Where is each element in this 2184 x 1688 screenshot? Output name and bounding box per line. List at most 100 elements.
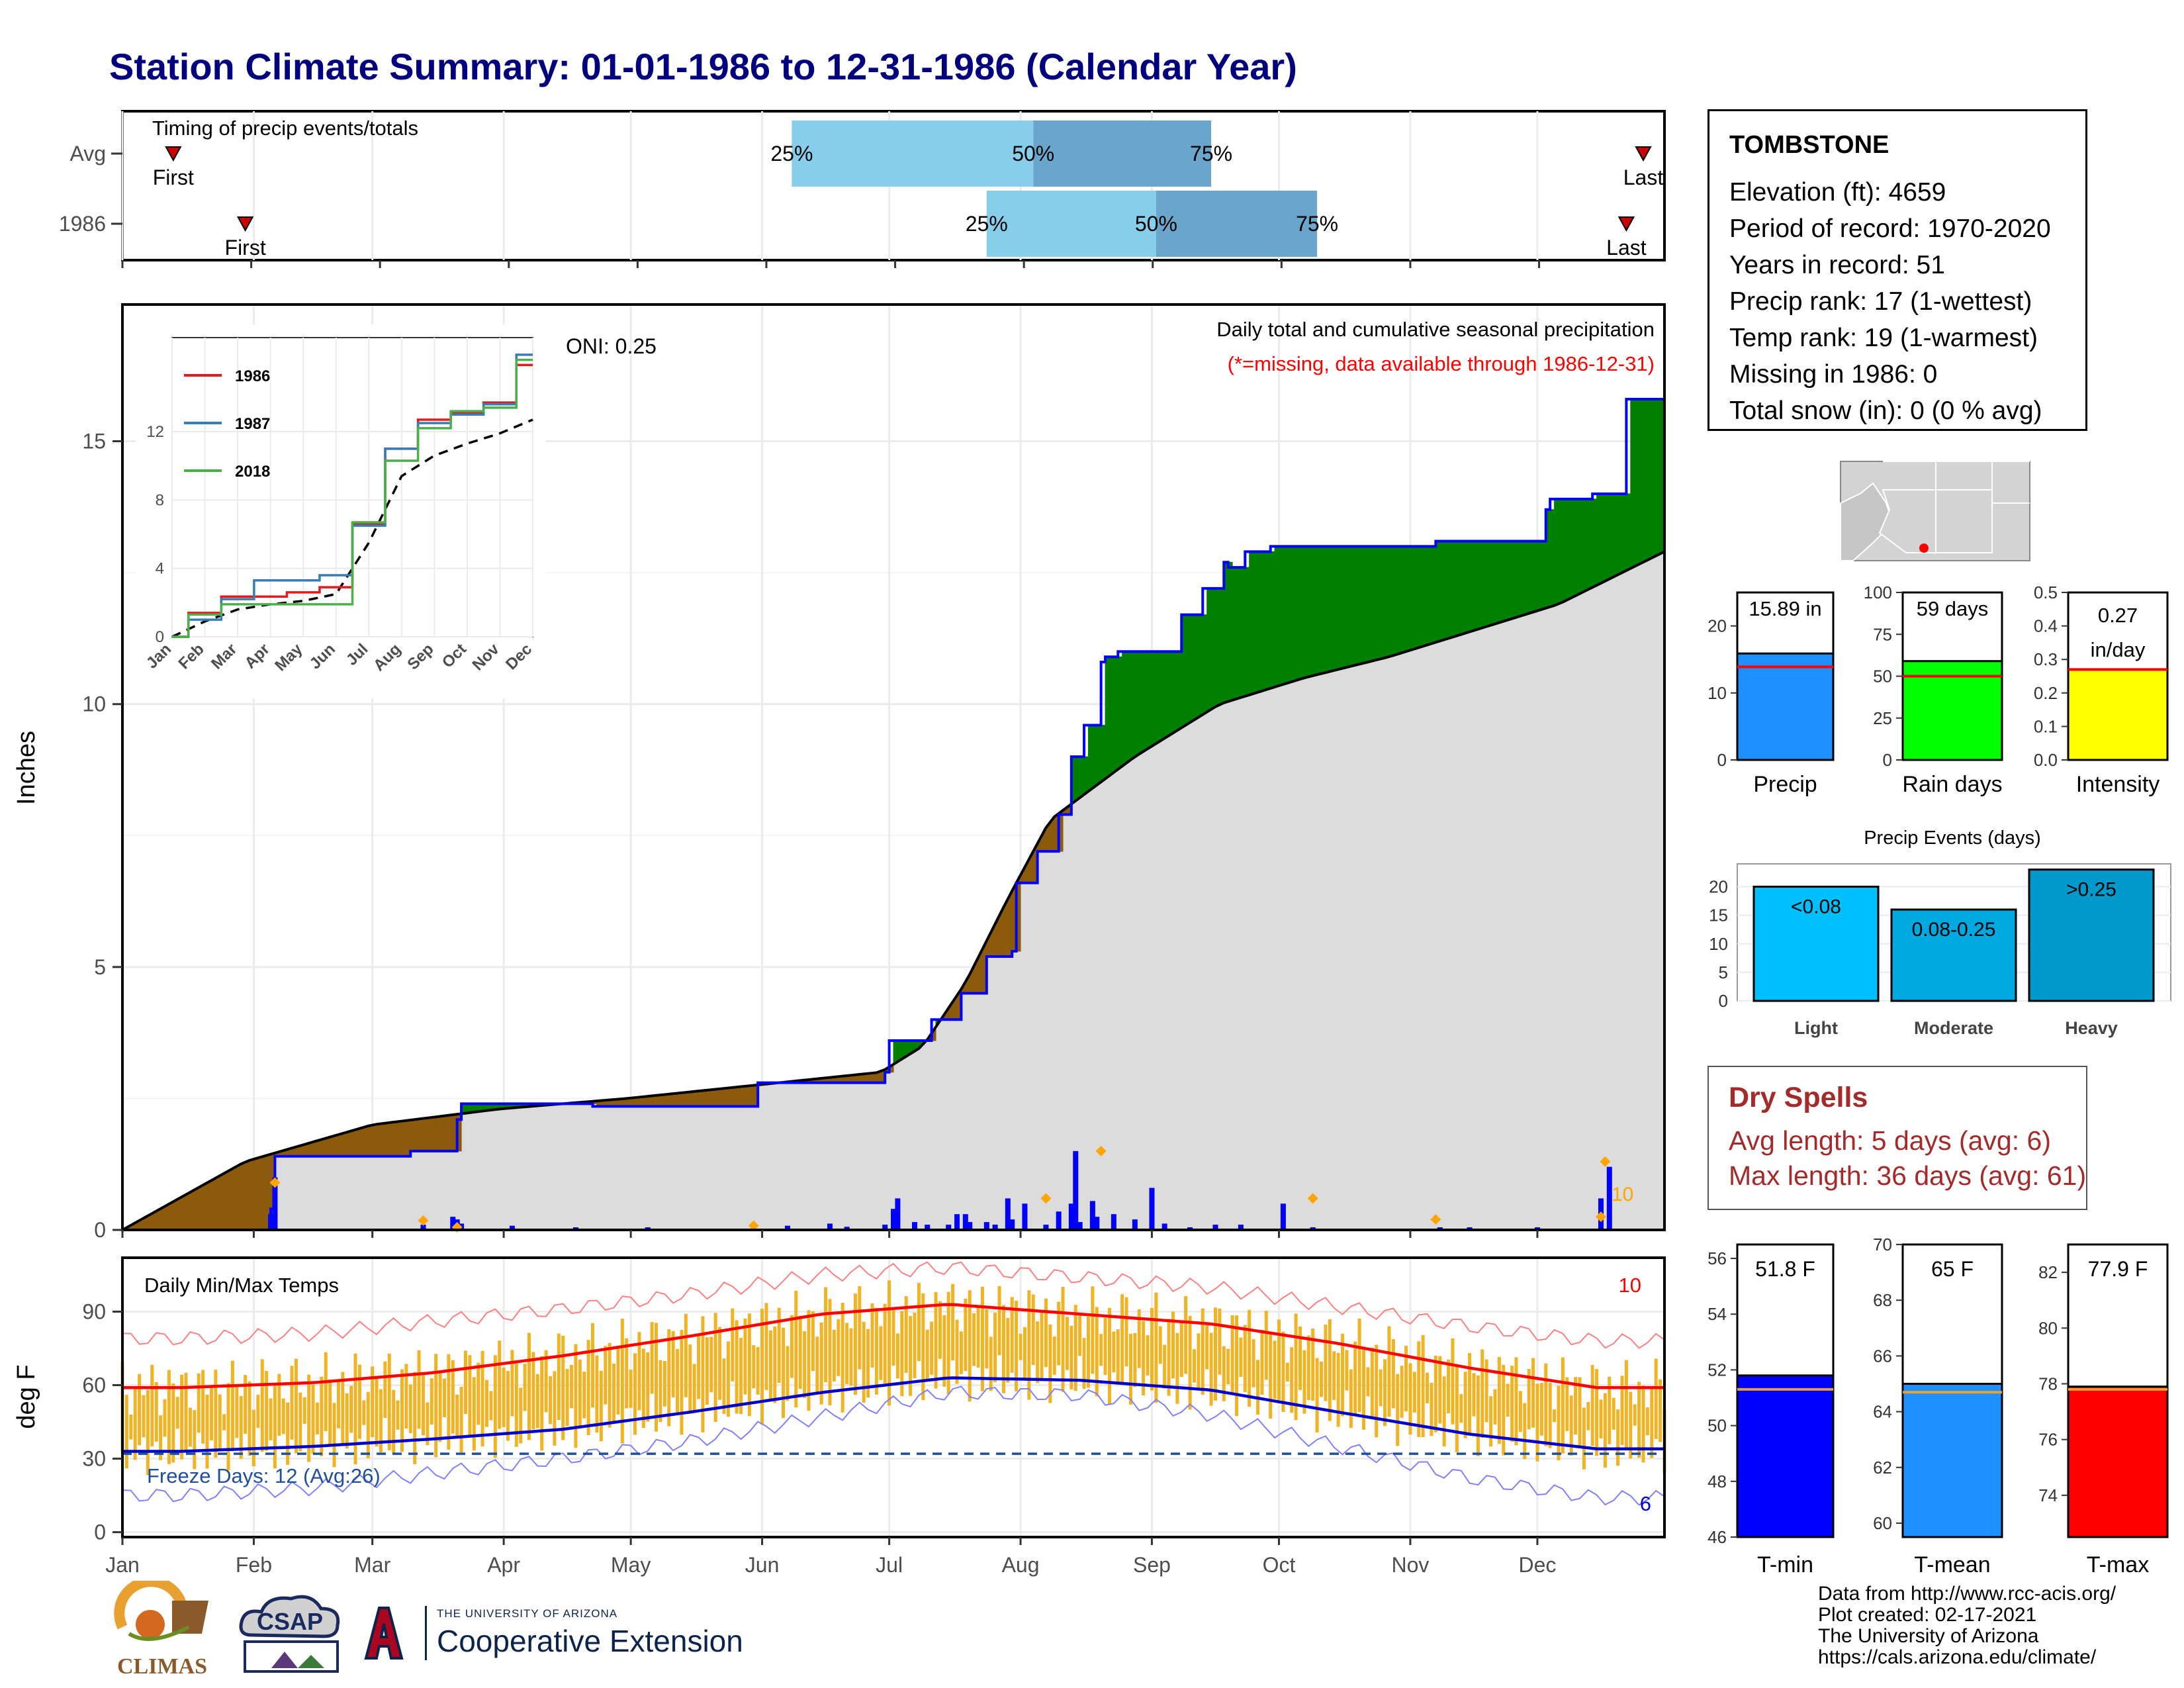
credit-line: https://cals.arizona.edu/climate/ [1818,1646,2097,1668]
events-ytick-label: 15 [1709,906,1728,925]
summary-bar-label: Intensity [2076,772,2160,797]
month-label: Jul [876,1553,903,1577]
summary-ytick-label: 0.3 [2034,649,2058,669]
station-years: Years in record: 51 [1729,251,1945,279]
temp-panel: 0 30 60 90 Jan Feb Mar Apr May Jun Jul Aug Sep Oct Nov… [13,1256,1666,1577]
oni-label: ONI: 0.25 [566,334,657,358]
month-label: Nov [1391,1553,1429,1577]
map-borders [1883,461,2030,504]
daily-precip-bar [1094,1217,1100,1230]
daily-precip-bar [962,1214,968,1230]
temp-bar-ytick-label: 64 [1873,1402,1892,1422]
freeze-days-label: Freeze Days: 12 (Avg:26) [147,1464,381,1487]
daily-precip-bar [1111,1214,1116,1230]
summary-bar-label: Rain days [1902,772,2002,797]
events-bar-label: Heavy [2065,1018,2118,1038]
timing-last-marker [1635,146,1652,162]
page-title: Station Climate Summary: 01-01-1986 to 1… [109,46,1297,87]
daily-precip-bar [1077,1222,1083,1230]
events-bar-Moderate [1890,908,2017,1002]
summary-bars: 0 10 20 15.89 in Precip 0 25 50 75 100 59 days Rain… [1707,583,2169,797]
events-bar-value: 0.08-0.25 [1912,919,1996,941]
avg-min-line [122,1376,1664,1453]
daily-precip-bar [954,1214,960,1230]
daily-precip-bar [1043,1225,1049,1230]
coop-university-text: THE UNIVERSITY OF ARIZONA [437,1607,618,1620]
timing-last-label: Last [1606,236,1647,259]
max-extreme-count: 10 [1619,1274,1641,1297]
month-label: May [611,1553,651,1577]
temp-ytick-label: 90 [82,1299,106,1323]
temp-bar-ytick-label: 46 [1707,1527,1727,1547]
map-state-nm [1935,489,1993,553]
daily-precip-bar [1056,1211,1062,1230]
temp-bar-T-mean [1901,1382,2003,1538]
summary-ytick-label: 0.2 [2034,683,2058,703]
timing-first-marker [236,216,254,232]
timing-last-marker [1617,216,1635,232]
timing-row-label: Avg [69,142,106,165]
temp-bar-ytick-label: 66 [1873,1346,1892,1366]
timing-last-label: Last [1623,165,1664,189]
credit-line: Plot created: 02-17-2021 [1818,1604,2037,1626]
dry-spells-max: Max length: 36 days (avg: 61) [1729,1160,2087,1191]
station-period: Period of record: 1970-2020 [1729,214,2051,243]
inset-ytick-label: 12 [146,423,164,441]
daily-precip-bar [946,1225,952,1230]
summary-ytick-label: 0.4 [2034,616,2058,636]
station-precip-rank: Precip rank: 17 (1-wettest) [1729,287,2032,316]
summary-ytick-label: 0.5 [2034,583,2058,602]
summary-value-label: 0.27 in/day [2091,604,2146,661]
station-name: TOMBSTONE [1729,131,1889,159]
summary-value-label: 59 days [1917,597,1989,620]
daily-precip-bar [1089,1201,1095,1230]
summary-bar-Precip [1736,652,1835,761]
summary-value-label: 15.89 in [1749,597,1821,620]
summary-value-number: 0.27 [2098,604,2138,627]
daily-precip-bar [1149,1188,1155,1230]
summary-value-unit: in/day [2091,638,2146,661]
temp-bar-ytick-label: 54 [1707,1304,1727,1324]
station-info-box: TOMBSTONE Elevation (ft): 4659 Period of… [1707,109,2087,431]
summary-ytick-label: 25 [1873,708,1892,728]
summary-bar-label: Precip [1753,772,1817,797]
precip-ytick-label: 5 [94,955,106,979]
daily-precip-bar [912,1222,918,1230]
temp-bar-value: 51.8 F [1755,1257,1815,1281]
daily-precip-bar [1132,1219,1138,1230]
daily-precip-bar [1606,1166,1612,1230]
temp-bar-T-max [2067,1385,2169,1538]
month-label: Sep [1133,1553,1171,1577]
month-label: Oct [1263,1553,1296,1577]
timing-q50-label: 50% [1012,142,1054,165]
temp-title: Daily Min/Max Temps [144,1274,339,1297]
daily-precip-bar [844,1227,850,1230]
events-bar-value: >0.25 [2066,879,2116,901]
summary-ytick-label: 0 [1717,750,1727,770]
month-label: Apr [487,1553,520,1577]
daily-precip-bar [1238,1225,1244,1230]
temp-bar-ytick-label: 56 [1707,1248,1727,1268]
daily-precip-bar [1073,1150,1079,1230]
record-max-line [122,1261,1665,1349]
daily-precip-bar [1009,1219,1015,1230]
extreme-precip-marker [418,1215,429,1226]
precip-normal-area [122,551,1664,1230]
precip-panel: 10 0 5 10 15 Inches Daily total and cumulative… [13,303,1666,1242]
inset-series-2018 [172,358,533,638]
coop-extension-text: Cooperative Extension [437,1624,743,1658]
events-ytick-label: 20 [1709,877,1728,897]
daily-precip-bar [272,1177,278,1230]
precip-note: (*=missing, data available through 1986-… [1228,352,1655,375]
daily-precip-bar [268,1214,274,1230]
daily-precip-bar [882,1225,888,1230]
temp-bar-ytick-label: 52 [1707,1360,1727,1380]
summary-ytick-label: 0.0 [2034,750,2058,770]
events-ytick-label: 10 [1709,934,1728,954]
daily-precip-bar [1005,1198,1011,1230]
coop-divider [425,1606,427,1660]
temp-bar-T-min [1736,1374,1835,1538]
timing-label: Timing of precip events/totals [152,117,418,140]
university-of-arizona-logo [364,1607,404,1660]
